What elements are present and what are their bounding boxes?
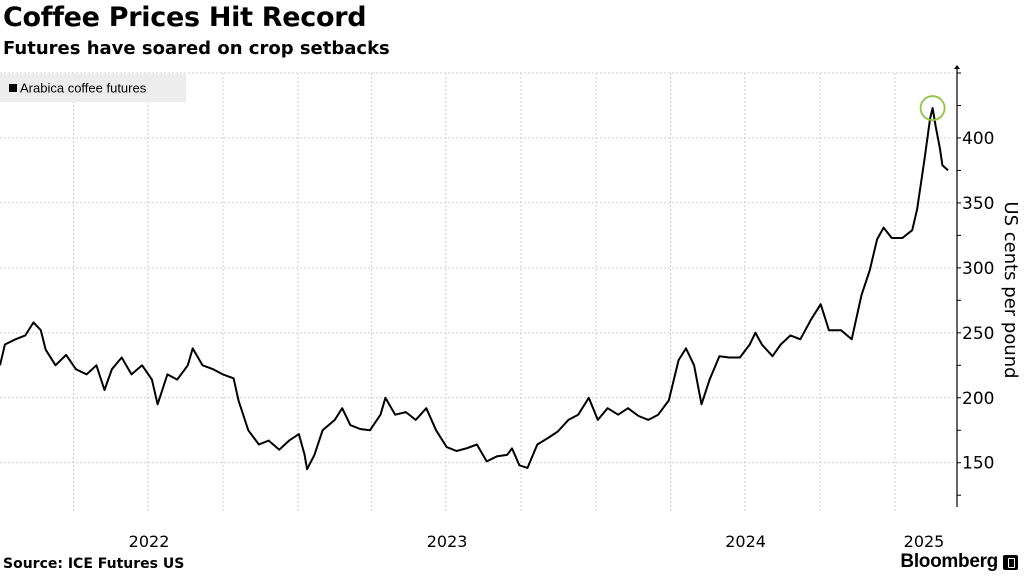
series-line-arabica: [0, 107, 949, 471]
y-tick-label: 400: [962, 129, 994, 149]
legend-label: Arabica coffee futures: [20, 81, 147, 96]
y-axis: 150 200 250 300 350 400: [954, 65, 994, 507]
source-note: Source: ICE Futures US: [3, 556, 185, 572]
y-axis-arrow-icon: [954, 65, 960, 69]
brand-name: Bloomberg: [900, 551, 998, 572]
x-tick-label: 2022: [129, 532, 170, 551]
bloomberg-logo: Bloomberg: [900, 551, 1018, 573]
legend: Arabica coffee futures: [0, 74, 186, 102]
x-axis: 2022 2023 2024 2025: [129, 532, 945, 551]
record-highlight-circle: [919, 95, 946, 121]
x-tick-label: 2023: [427, 532, 468, 551]
y-tick-label: 350: [962, 194, 994, 214]
x-tick-label: 2024: [725, 532, 766, 551]
gridlines: [0, 72, 953, 512]
y-tick-label: 200: [962, 389, 994, 409]
bloomberg-terminal-icon: [1003, 554, 1018, 570]
y-tick-label: 300: [962, 259, 994, 279]
x-tick-label: 2025: [904, 532, 945, 551]
chart-subtitle: Futures have soared on crop setbacks: [3, 38, 390, 59]
y-axis-label: US cents per pound: [1000, 201, 1021, 378]
y-tick-label: 150: [962, 454, 994, 474]
legend-background: [0, 74, 186, 102]
y-tick-label: 250: [962, 324, 994, 344]
chart-title: Coffee Prices Hit Record: [3, 2, 367, 33]
legend-swatch: [9, 84, 17, 92]
